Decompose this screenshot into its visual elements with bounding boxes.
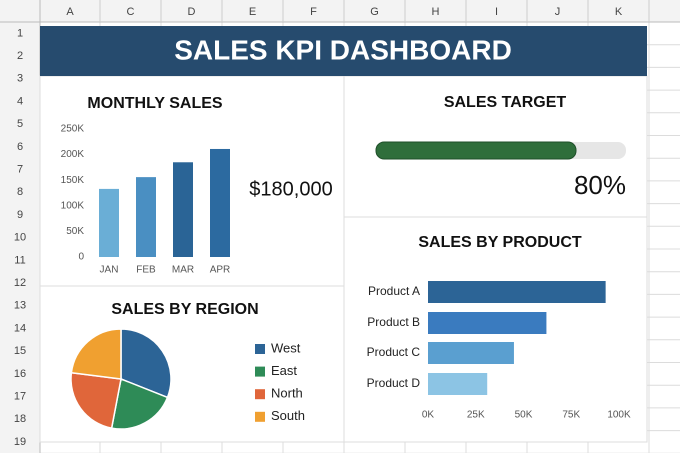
column-header-bar bbox=[0, 0, 680, 22]
row-header: 15 bbox=[14, 345, 26, 357]
row-header: 17 bbox=[14, 390, 26, 402]
x-tick-label: MAR bbox=[172, 265, 194, 276]
bar bbox=[136, 177, 156, 257]
legend-label: East bbox=[271, 363, 297, 378]
legend-swatch bbox=[255, 411, 265, 422]
pie-slice bbox=[70, 328, 122, 380]
bar bbox=[428, 312, 547, 334]
y-tick-label: Product B bbox=[367, 315, 420, 329]
panel-title: SALES BY PRODUCT bbox=[418, 234, 582, 251]
y-tick-label: 250K bbox=[61, 124, 85, 135]
kpi-value: $180,000 bbox=[249, 178, 332, 200]
panel-title: SALES BY REGION bbox=[111, 301, 258, 318]
row-header: 5 bbox=[17, 118, 23, 130]
bar bbox=[428, 342, 514, 364]
column-header: C bbox=[127, 6, 135, 18]
x-tick-label: 100K bbox=[607, 410, 631, 421]
y-tick-label: Product D bbox=[367, 376, 421, 390]
row-header-bar bbox=[0, 0, 40, 453]
bar bbox=[173, 162, 193, 257]
bar bbox=[428, 373, 488, 395]
column-header: K bbox=[615, 6, 623, 18]
pie-slice bbox=[120, 328, 172, 399]
x-tick-label: FEB bbox=[136, 265, 156, 276]
column-header: J bbox=[555, 6, 561, 18]
legend-label: West bbox=[271, 340, 301, 355]
row-header: 18 bbox=[14, 413, 26, 425]
bar bbox=[428, 281, 606, 303]
x-tick-label: JAN bbox=[100, 265, 119, 276]
progress-label: 80% bbox=[574, 170, 626, 200]
row-header: 16 bbox=[14, 368, 26, 380]
column-header: I bbox=[495, 6, 498, 18]
column-header: H bbox=[432, 6, 440, 18]
column-header: D bbox=[188, 6, 196, 18]
row-header: 4 bbox=[17, 95, 23, 107]
pie-slice bbox=[70, 371, 122, 429]
row-header: 14 bbox=[14, 322, 26, 334]
column-header: F bbox=[310, 6, 317, 18]
y-tick-label: 0 bbox=[78, 252, 84, 263]
legend-swatch bbox=[255, 389, 265, 400]
row-header: 2 bbox=[17, 50, 23, 62]
panel-title: MONTHLY SALES bbox=[87, 95, 222, 112]
column-header: E bbox=[249, 6, 256, 18]
title-banner bbox=[40, 26, 647, 76]
bar bbox=[99, 188, 119, 257]
x-tick-label: 50K bbox=[515, 410, 533, 421]
y-tick-label: 50K bbox=[66, 226, 84, 237]
row-header: 6 bbox=[17, 141, 23, 153]
y-tick-label: 150K bbox=[61, 175, 85, 186]
row-header: 11 bbox=[14, 254, 25, 266]
progress-fill bbox=[375, 141, 577, 160]
column-header: A bbox=[66, 6, 74, 18]
x-tick-label: 75K bbox=[562, 410, 580, 421]
row-header: 8 bbox=[17, 186, 23, 198]
legend-swatch bbox=[255, 366, 265, 377]
y-tick-label: 100K bbox=[61, 200, 85, 211]
dashboard-title: SALES KPI DASHBOARD bbox=[174, 34, 512, 65]
x-tick-label: 25K bbox=[467, 410, 485, 421]
row-header: 19 bbox=[14, 436, 26, 448]
x-tick-label: 0K bbox=[422, 410, 435, 421]
column-header: G bbox=[370, 6, 379, 18]
y-tick-label: Product C bbox=[367, 345, 421, 359]
y-tick-label: 200K bbox=[61, 149, 85, 160]
row-header: 12 bbox=[14, 277, 26, 289]
row-header: 3 bbox=[17, 73, 23, 85]
x-tick-label: APR bbox=[210, 265, 231, 276]
row-header: 10 bbox=[14, 232, 26, 244]
row-header: 9 bbox=[17, 209, 23, 221]
legend-swatch bbox=[255, 344, 265, 354]
row-header: 7 bbox=[17, 163, 23, 175]
row-header: 13 bbox=[14, 300, 26, 312]
pie-slice bbox=[110, 377, 169, 430]
legend-label: North bbox=[271, 386, 303, 401]
bar bbox=[210, 148, 230, 257]
panel-title: SALES TARGET bbox=[444, 94, 567, 111]
charts: MONTHLY SALES 0 50K 100K 150K 200K 250K JAN FEB M… bbox=[61, 94, 631, 430]
y-tick-label: Product A bbox=[368, 284, 420, 298]
row-header: 1 bbox=[17, 27, 23, 39]
legend-label: South bbox=[271, 408, 305, 423]
